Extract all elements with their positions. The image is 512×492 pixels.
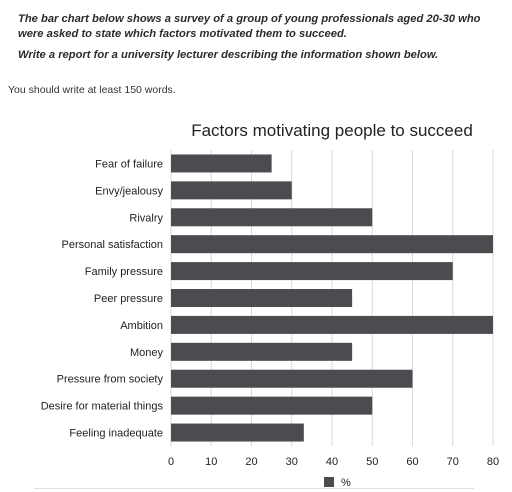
bar (171, 208, 373, 227)
category-label: Personal satisfaction (62, 239, 164, 251)
legend-label: % (341, 477, 351, 488)
x-tick-label: 30 (286, 456, 298, 468)
x-tick-label: 40 (326, 456, 338, 468)
bar (171, 396, 373, 415)
bar (171, 315, 493, 334)
category-label: Fear of failure (95, 158, 163, 170)
legend-swatch (324, 477, 334, 487)
bar (171, 423, 304, 442)
category-label: Money (130, 347, 164, 359)
task-paragraph-2: Write a report for a university lecturer… (18, 49, 439, 61)
bar-chart: Factors motivating people to succeed 0 10 2… (41, 121, 499, 488)
divider (34, 488, 474, 489)
x-tick-label: 20 (245, 456, 257, 468)
category-label: Rivalry (129, 212, 163, 224)
x-tick-label: 0 (168, 456, 174, 468)
category-label: Family pressure (85, 266, 163, 278)
bar (171, 181, 292, 200)
x-tick-label: 10 (205, 456, 217, 468)
bar (171, 154, 272, 173)
category-label: Desire for material things (41, 401, 164, 413)
bar (171, 262, 453, 281)
task-paragraph-1: The bar chart below shows a survey of a … (18, 13, 481, 40)
bar (171, 369, 413, 388)
category-label: Peer pressure (94, 293, 163, 305)
x-tick-label: 80 (487, 456, 499, 468)
category-label: Feeling inadequate (69, 428, 163, 440)
x-tick-label: 60 (406, 456, 418, 468)
word-count-instruction: You should write at least 150 words. (8, 84, 176, 96)
category-label: Envy/jealousy (95, 185, 163, 197)
bar (171, 342, 353, 361)
chart-title: Factors motivating people to succeed (191, 121, 473, 140)
category-label: Ambition (120, 320, 163, 332)
category-label: Pressure from society (57, 374, 164, 386)
bar (171, 235, 493, 254)
bar (171, 289, 353, 307)
x-tick-label: 70 (447, 456, 459, 468)
task-prompt: The bar chart below shows a survey of a … (18, 12, 506, 69)
x-tick-label: 50 (366, 456, 378, 468)
